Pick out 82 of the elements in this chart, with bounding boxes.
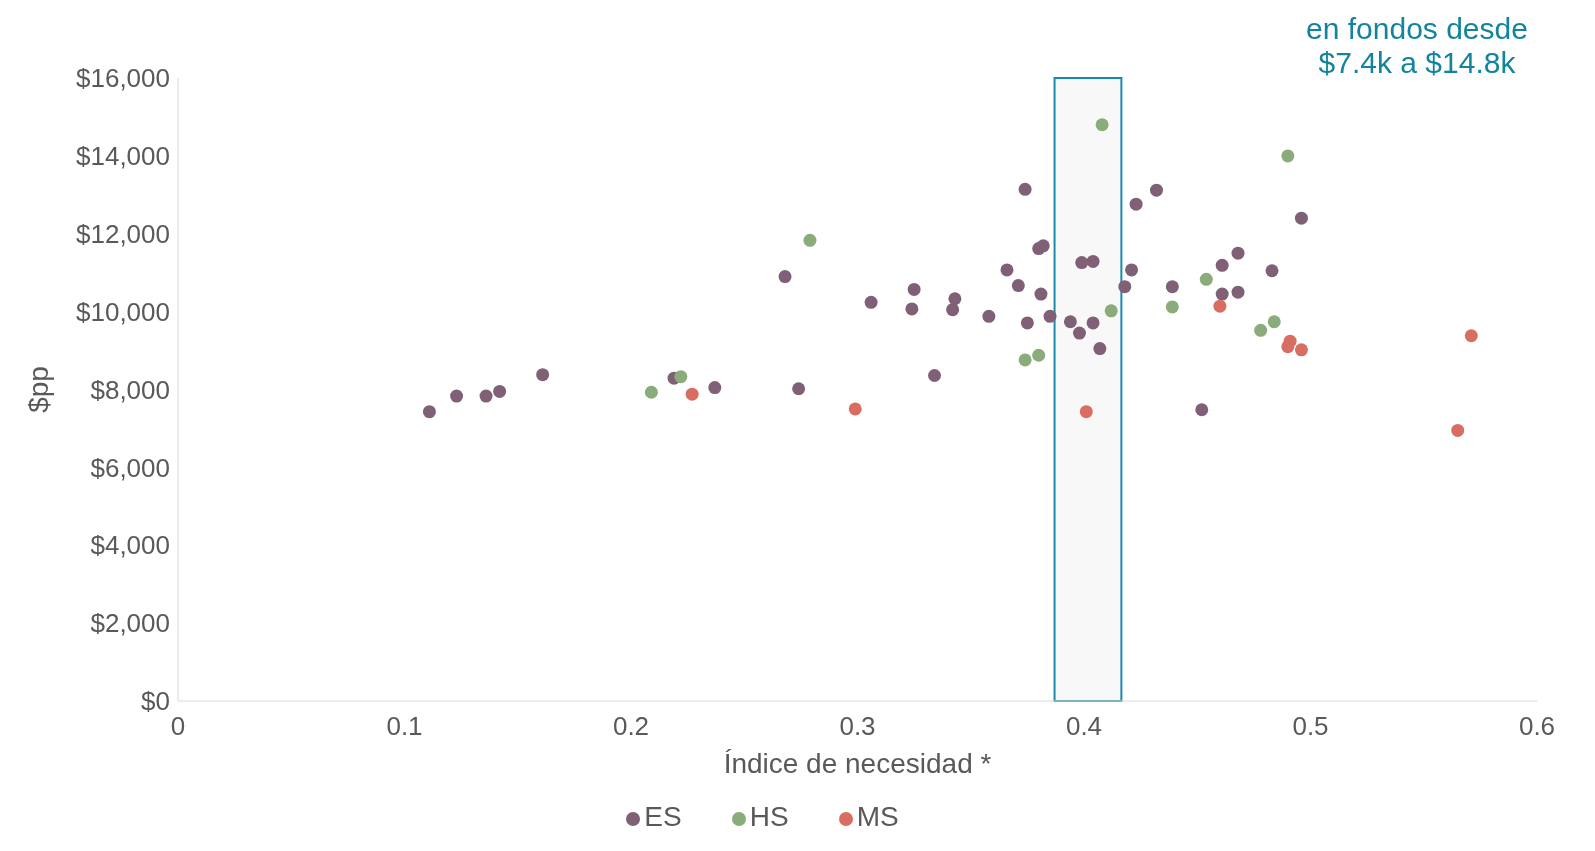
x-tick-label: 0.2 <box>612 711 650 742</box>
point <box>1063 315 1077 329</box>
y-tick-label: $0 <box>141 686 170 717</box>
point <box>1281 149 1295 163</box>
point <box>803 233 817 247</box>
point <box>946 303 960 317</box>
point <box>479 389 493 403</box>
point <box>1036 239 1050 253</box>
point <box>1043 309 1057 323</box>
legend-label: MS <box>856 801 899 832</box>
point <box>1086 254 1100 268</box>
y-tick-label: $10,000 <box>76 296 170 327</box>
x-tick-label: 0.1 <box>386 711 423 742</box>
point <box>1464 329 1478 343</box>
point <box>1195 403 1209 417</box>
point <box>1213 299 1227 313</box>
point <box>1254 323 1268 337</box>
point <box>1294 211 1308 225</box>
point <box>1000 263 1014 277</box>
legend-label: HS <box>749 801 789 832</box>
point <box>1149 183 1163 197</box>
point <box>848 402 862 416</box>
x-tick-label: 0.4 <box>1065 711 1103 742</box>
point <box>1075 256 1089 270</box>
y-tick-label: $16,000 <box>76 63 170 94</box>
point <box>644 385 658 399</box>
y-axis-title: $pp <box>22 366 54 413</box>
point <box>708 381 722 395</box>
point <box>1165 280 1179 294</box>
point <box>1072 326 1086 340</box>
point <box>1034 287 1048 301</box>
point <box>1215 258 1229 272</box>
x-tick-label: 0.6 <box>1518 711 1556 742</box>
point <box>1267 315 1281 329</box>
point <box>928 368 942 382</box>
point <box>1018 182 1032 196</box>
point <box>905 302 919 316</box>
point <box>422 405 436 419</box>
point <box>948 292 962 306</box>
point <box>674 370 688 384</box>
x-tick-label: 0.3 <box>839 711 876 742</box>
point <box>1020 316 1034 330</box>
x-axis-title: Índice de necesidad * <box>723 748 992 779</box>
point <box>864 295 878 309</box>
point <box>1265 264 1279 278</box>
y-tick-label: $2,000 <box>90 608 170 639</box>
point <box>907 282 921 296</box>
point <box>1165 300 1179 314</box>
point <box>1011 279 1025 293</box>
point <box>1086 316 1100 330</box>
point <box>1118 280 1132 294</box>
point <box>1231 246 1245 260</box>
point <box>1032 348 1046 362</box>
point <box>1283 334 1297 348</box>
point <box>1018 353 1032 367</box>
y-tick-label: $8,000 <box>90 374 170 405</box>
point <box>1451 423 1465 437</box>
point <box>1104 304 1118 318</box>
point <box>450 389 464 403</box>
point <box>778 270 792 284</box>
point <box>982 309 996 323</box>
y-tick-label: $6,000 <box>90 452 170 483</box>
point <box>1215 287 1229 301</box>
y-tick-label: $14,000 <box>76 141 170 172</box>
point <box>1079 405 1093 419</box>
point <box>1095 118 1109 132</box>
point <box>536 368 550 382</box>
point <box>493 384 507 398</box>
y-tick-label: $4,000 <box>90 530 170 561</box>
legend-label: ES <box>644 801 682 832</box>
x-tick-label: 0 <box>170 711 186 742</box>
point <box>1231 285 1245 299</box>
point <box>685 387 699 401</box>
point <box>1294 343 1308 357</box>
point <box>1129 197 1143 211</box>
annotation: en fondos desde $7.4k a $14.8k <box>1305 12 1529 80</box>
point <box>1093 342 1107 356</box>
point <box>792 382 806 396</box>
y-tick-label: $12,000 <box>76 218 170 249</box>
point <box>1125 263 1139 277</box>
point <box>1199 272 1213 286</box>
x-tick-label: 0.5 <box>1292 711 1329 742</box>
